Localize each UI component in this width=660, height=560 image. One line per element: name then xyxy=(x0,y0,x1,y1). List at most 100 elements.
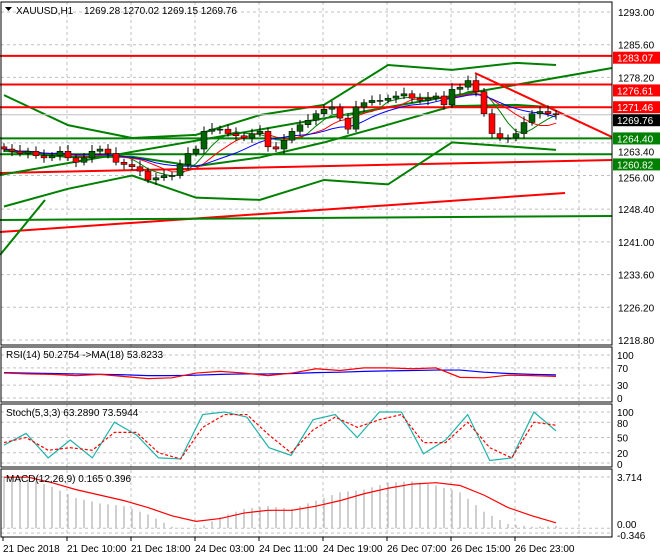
dropdown-triangle-icon[interactable] xyxy=(5,7,12,11)
x-tick-label: 26 Dec 07:00 xyxy=(387,544,447,555)
level-label-bg xyxy=(613,51,660,64)
candle xyxy=(392,95,400,99)
candle xyxy=(64,150,72,159)
stoch-border xyxy=(0,403,613,468)
x-tick-label: 26 Dec 15:00 xyxy=(451,544,511,555)
x-tick-label: 26 Dec 23:00 xyxy=(515,544,575,555)
candle xyxy=(504,137,512,140)
candle xyxy=(552,113,560,115)
candle xyxy=(192,148,200,154)
candle xyxy=(480,91,488,114)
candle xyxy=(168,175,176,177)
ohlc-readout: 1269.28 1270.02 1269.15 1269.76 xyxy=(84,6,237,17)
candle xyxy=(512,133,520,139)
candle xyxy=(448,89,456,106)
green-segment xyxy=(0,199,46,256)
x-tick-label: 21 Dec 10:00 xyxy=(67,544,127,555)
candle xyxy=(0,146,8,150)
candle xyxy=(96,148,104,152)
candle xyxy=(184,153,192,165)
candle xyxy=(304,120,312,125)
candle xyxy=(344,117,352,130)
level-label: 1283.07 xyxy=(617,54,654,65)
y-tick-label: 1278.20 xyxy=(618,73,655,84)
stoch-main-line xyxy=(3,411,557,462)
moving-average xyxy=(3,94,557,167)
level-label-bg xyxy=(613,158,660,171)
y-tick-label: 1263.40 xyxy=(618,147,655,158)
macd-panel[interactable] xyxy=(3,476,557,530)
candle xyxy=(312,113,320,121)
candle xyxy=(144,170,152,181)
candle xyxy=(496,133,504,139)
candle xyxy=(40,155,48,159)
y-tick-label: 20 xyxy=(617,449,629,460)
candle xyxy=(288,131,296,141)
y-tick-label: -0.346 xyxy=(617,531,646,542)
candle xyxy=(456,86,464,90)
x-tick-label: 24 Dec 19:00 xyxy=(323,544,383,555)
y-tick-label: 1218.80 xyxy=(618,336,655,347)
candle xyxy=(16,150,24,154)
y-tick-label: 1256.00 xyxy=(618,173,655,184)
current-price-label: 1269.76 xyxy=(617,116,654,127)
candle xyxy=(464,80,472,88)
y-tick-label: 80 xyxy=(617,419,629,430)
candle xyxy=(224,128,232,134)
candle xyxy=(216,128,224,131)
level-label: 1276.61 xyxy=(617,86,654,97)
upper-band xyxy=(3,61,557,139)
candle xyxy=(536,111,544,114)
macd-title: MACD(12,26,9) 0.165 0.396 xyxy=(6,474,132,485)
candle xyxy=(328,106,336,110)
y-tick-label: 1248.40 xyxy=(618,205,655,216)
y-tick-label: 1226.20 xyxy=(618,303,655,314)
current-price-bg xyxy=(613,114,660,127)
y-tick-label: 0 xyxy=(617,394,623,405)
candle xyxy=(544,111,552,114)
candle xyxy=(520,122,528,134)
y-tick-label: 0 xyxy=(617,460,623,471)
y-tick-label: 1285.60 xyxy=(618,41,655,52)
candle xyxy=(232,133,240,137)
candle xyxy=(112,153,120,163)
candle xyxy=(88,150,96,159)
price-panel[interactable] xyxy=(0,54,613,256)
candle xyxy=(128,164,136,167)
x-tick-label: 24 Dec 11:00 xyxy=(259,544,318,555)
y-tick-label: 1293.00 xyxy=(618,8,655,19)
stoch-signal-line xyxy=(3,413,557,460)
candle xyxy=(264,131,272,148)
lower-red-trendline xyxy=(0,192,566,233)
symbol-header: XAUUSD,H1 xyxy=(16,6,74,17)
candle xyxy=(200,131,208,150)
candle xyxy=(432,95,440,99)
y-tick-label: 1233.60 xyxy=(618,271,655,282)
candle xyxy=(32,150,40,156)
main-border xyxy=(0,1,613,346)
candle xyxy=(528,113,536,123)
y-tick-label: 30 xyxy=(617,381,629,392)
candle xyxy=(376,100,384,102)
candle xyxy=(488,113,496,134)
lower-green-trendline xyxy=(0,215,613,221)
candle xyxy=(240,135,248,139)
candle xyxy=(424,97,432,101)
y-tick-label: 100 xyxy=(617,351,634,362)
candle xyxy=(80,157,88,163)
level-label: 1271.46 xyxy=(617,103,654,114)
candle xyxy=(152,177,160,181)
candle xyxy=(416,97,424,101)
level-label: 1260.82 xyxy=(617,160,654,171)
rsi-panel[interactable] xyxy=(3,367,557,380)
y-tick-label: 1241.00 xyxy=(618,238,655,249)
candle xyxy=(56,150,64,156)
stoch-title: Stoch(5,3,3) 63.2890 73.5944 xyxy=(6,408,139,419)
y-tick-label: 0.00 xyxy=(617,520,637,531)
candle xyxy=(272,146,280,150)
candle xyxy=(176,164,184,176)
stoch-panel[interactable] xyxy=(3,411,557,462)
x-tick-label: 24 Dec 03:00 xyxy=(195,544,255,555)
